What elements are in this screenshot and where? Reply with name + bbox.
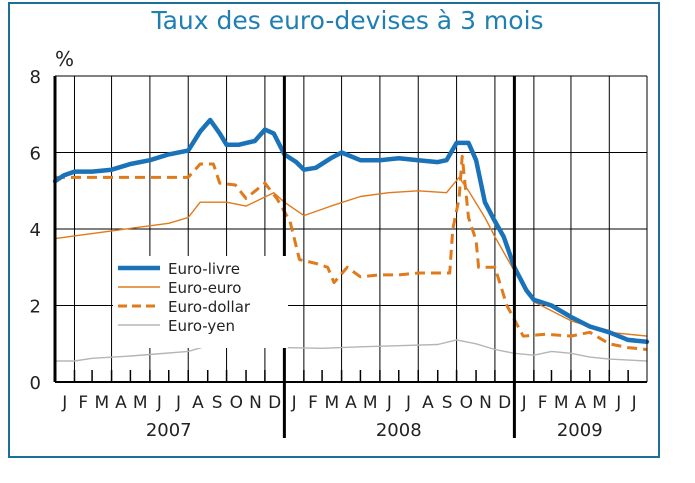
year-label: 2009 — [557, 420, 603, 441]
y-tick-label: 6 — [30, 144, 41, 165]
series-line-euro-yen — [54, 339, 648, 362]
year-label: 2008 — [376, 420, 422, 441]
legend-label: Euro-euro — [168, 279, 241, 297]
x-tick-label: F — [78, 393, 88, 413]
x-tick-label: J — [631, 393, 637, 413]
series-group — [52, 117, 650, 362]
series-line-euro-livre — [52, 117, 650, 345]
x-tick-label: O — [230, 393, 243, 413]
x-tick-label: D — [498, 393, 511, 413]
x-tick-label: J — [61, 393, 67, 413]
x-tick-label: M — [592, 393, 607, 413]
chart-frame — [8, 2, 660, 458]
x-tick-label: M — [324, 393, 339, 413]
x-tick-label: A — [115, 393, 127, 413]
x-tick-label: A — [345, 393, 357, 413]
x-tick-label: F — [308, 393, 318, 413]
y-tick-label: 8 — [30, 67, 41, 88]
y-axis-unit-label: % — [55, 47, 74, 71]
x-tick-label: J — [386, 393, 392, 413]
year-label: 2007 — [146, 420, 192, 441]
chart-title: Taux des euro-devises à 3 mois — [151, 6, 544, 35]
x-tick-label: O — [460, 393, 473, 413]
x-tick-label: J — [291, 393, 297, 413]
x-tick-label: M — [133, 393, 148, 413]
x-tick-label: M — [554, 393, 569, 413]
x-tick-label: N — [479, 393, 492, 413]
y-tick-label: 4 — [30, 220, 41, 241]
x-tick-label: S — [442, 393, 453, 413]
x-tick-label: J — [175, 393, 181, 413]
x-tick-label: A — [422, 393, 434, 413]
x-tick-label: J — [405, 393, 411, 413]
x-tick-label: A — [192, 393, 204, 413]
y-tick-label: 2 — [30, 297, 41, 318]
x-tick-label: J — [156, 393, 162, 413]
x-tick-label: A — [575, 393, 587, 413]
x-tick-label: D — [268, 393, 281, 413]
x-tick-label: N — [249, 393, 262, 413]
x-tick-label: F — [538, 393, 548, 413]
x-tick-label: M — [94, 393, 109, 413]
x-tick-label: J — [615, 393, 621, 413]
x-tick-label: M — [363, 393, 378, 413]
legend-label: Euro-livre — [168, 260, 240, 278]
x-tick-label: J — [521, 393, 527, 413]
legend-label: Euro-dollar — [168, 298, 251, 316]
legend-background — [113, 256, 288, 348]
legend-label: Euro-yen — [168, 317, 235, 335]
x-tick-label: S — [212, 393, 223, 413]
y-tick-label: 0 — [30, 373, 41, 394]
series-line-euro-dollar — [55, 154, 648, 351]
